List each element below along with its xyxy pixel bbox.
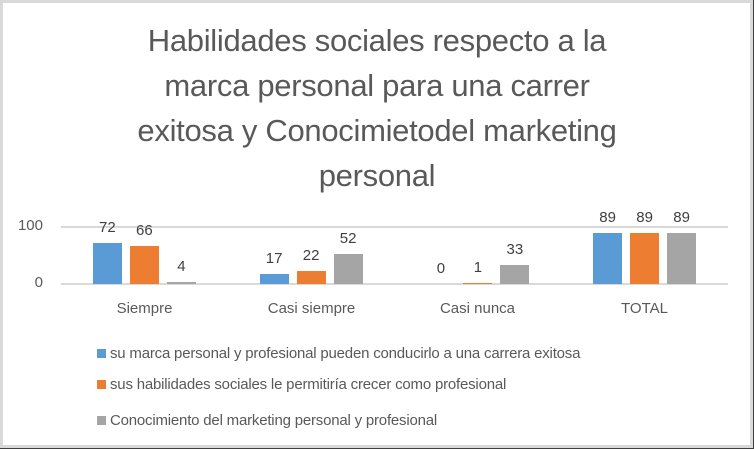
chart-title-line-3: exitosa y Conocimietodel marketing [137, 113, 617, 148]
x-label-casi-nunca: Casi nunca [439, 300, 516, 317]
x-label-total: TOTAL [621, 300, 668, 317]
bar [333, 254, 363, 284]
legend-item-series-2: sus habilidades sociales le permitiría c… [97, 374, 506, 394]
y-tick-label-0: 0 [34, 274, 43, 291]
legend-marker-orange-icon [97, 379, 106, 389]
data-label: 1 [473, 259, 483, 276]
chart-title-line-4: personal [318, 158, 436, 193]
gridline-100 [61, 226, 728, 228]
legend-label: sus habilidades sociales le permitiría c… [110, 375, 507, 393]
bar [463, 283, 493, 284]
legend-label: Conocimiento del marketing personal y pr… [110, 411, 438, 429]
bar [92, 242, 122, 284]
data-label: 17 [265, 250, 283, 268]
data-label: 33 [506, 241, 524, 259]
bar [166, 281, 196, 284]
legend-item-series-1: su marca personal y profesional pueden c… [97, 343, 580, 363]
chart-title-line-2: marca personal para una carrer [164, 68, 590, 103]
bar [259, 274, 289, 284]
x-label-casi-siempre: Casi siempre [267, 300, 356, 317]
data-label: 89 [599, 209, 616, 227]
data-label: 89 [636, 209, 653, 227]
x-label-siempre: Siempre [116, 300, 173, 317]
bar [129, 246, 159, 284]
data-label: 22 [302, 247, 320, 265]
y-tick-label-100: 100 [17, 217, 43, 234]
bar [667, 233, 697, 284]
data-label: 0 [436, 260, 446, 277]
gridline-0 [61, 283, 728, 285]
legend-marker-blue-icon [97, 348, 106, 358]
bar [500, 265, 530, 284]
bar [630, 233, 660, 284]
bar [593, 233, 623, 284]
chart-title-line-1: Habilidades sociales respecto a la [147, 23, 607, 58]
chart-title: Habilidades sociales respecto a la marca… [60, 18, 694, 198]
bar [296, 271, 326, 284]
legend-marker-gray-icon [97, 415, 106, 425]
legend-label: su marca personal y profesional pueden c… [110, 344, 581, 362]
data-label: 89 [673, 209, 690, 227]
data-label: 66 [136, 222, 153, 240]
data-label: 52 [339, 230, 357, 248]
legend-item-series-3: Conocimiento del marketing personal y pr… [97, 410, 437, 430]
data-label: 4 [177, 257, 186, 275]
data-label: 72 [99, 218, 116, 236]
